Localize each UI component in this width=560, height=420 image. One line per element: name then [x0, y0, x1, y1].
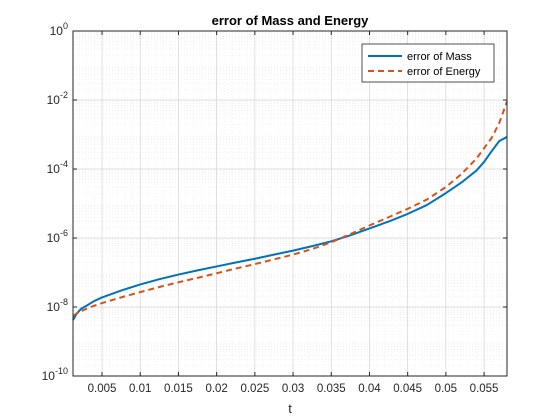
x-tick-label: 0.015	[164, 383, 193, 395]
legend-box	[361, 43, 495, 83]
y-tick-label: 10-8	[47, 297, 68, 314]
plot-area	[73, 31, 507, 376]
x-tick-label: 0.045	[393, 383, 422, 395]
x-axis-label: t	[288, 401, 292, 416]
x-tick-label: 0.035	[317, 383, 346, 395]
minor-grid	[73, 31, 508, 376]
axis-ticks	[73, 30, 507, 377]
tick-labels: 0.005 0.01 0.015 0.02 0.025 0.03 0.035 0.04 0.04…	[42, 21, 499, 395]
y-tick-label: 10-4	[47, 159, 68, 176]
legend-label: error of Mass	[407, 51, 472, 63]
x-tick-label: 0.05	[435, 383, 457, 395]
y-tick-label: 100	[50, 21, 68, 38]
axes-box	[72, 30, 508, 377]
x-tick-label: 0.005	[88, 383, 117, 395]
series-line-mass	[72, 136, 508, 321]
legend-label: error of Energy	[407, 66, 481, 78]
y-tick-label: 10-2	[47, 90, 68, 107]
y-tick-label: 10-10	[42, 366, 68, 383]
series-line-energy	[72, 101, 508, 317]
y-tick-label: 10-6	[47, 228, 68, 245]
chart-title: error of Mass and Energy	[212, 13, 370, 28]
x-tick-label: 0.02	[205, 383, 227, 395]
legend: error of Mass error of Energy	[361, 43, 495, 83]
x-tick-label: 0.055	[470, 383, 499, 395]
x-tick-label: 0.025	[240, 383, 269, 395]
series-layer	[72, 101, 508, 321]
x-tick-label: 0.04	[358, 383, 381, 395]
x-tick-label: 0.01	[129, 383, 151, 395]
x-tick-label: 0.03	[282, 383, 304, 395]
